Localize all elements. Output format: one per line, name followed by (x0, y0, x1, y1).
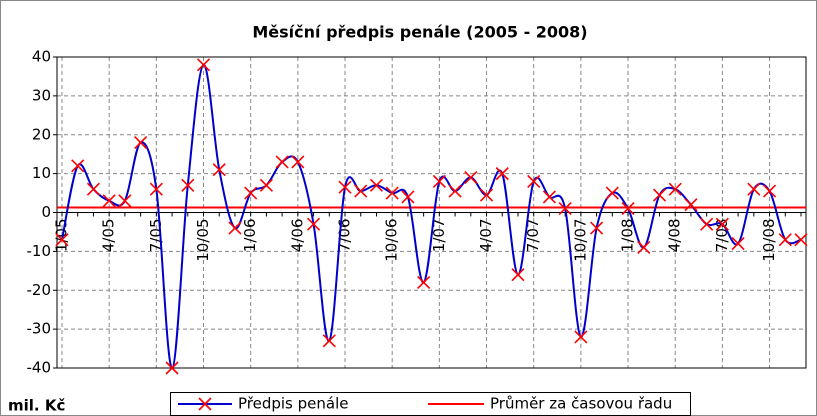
x-tick-label: 7/08 (713, 219, 731, 253)
y-tick-label: 30 (32, 86, 51, 104)
x-tick-label: 4/07 (477, 219, 495, 253)
marker (448, 184, 462, 198)
marker (196, 58, 211, 72)
y-tick-label: -20 (27, 281, 52, 299)
marker (652, 188, 667, 202)
marker (338, 180, 352, 194)
marker (700, 217, 714, 231)
marker (574, 330, 588, 344)
marker (275, 155, 289, 169)
y-tick-label: -30 (27, 320, 52, 338)
x-tick-label: 4/05 (100, 219, 118, 253)
marker (149, 182, 163, 196)
marker (259, 178, 273, 192)
marker (212, 163, 226, 177)
marker (684, 198, 698, 212)
marker (637, 240, 651, 255)
y-tick-label: 10 (32, 164, 51, 182)
marker (118, 194, 132, 208)
x-tick-label: 7/07 (524, 219, 542, 253)
legend-label: Průměr za časovou řadu (490, 395, 672, 413)
x-tick-label: 10/06 (383, 219, 401, 262)
x-tick-label: 10/07 (571, 219, 589, 262)
y-tick-label: -40 (27, 359, 52, 377)
marker (86, 182, 101, 196)
x-tick-label: 1/07 (430, 219, 448, 253)
marker (558, 202, 572, 216)
marker (590, 221, 604, 235)
marker (479, 188, 494, 202)
marker (621, 202, 635, 216)
marker (55, 233, 69, 247)
y-tick-label: 40 (32, 48, 51, 66)
marker (307, 217, 321, 231)
marker (322, 334, 336, 348)
marker (495, 167, 509, 181)
marker (762, 184, 777, 198)
marker (354, 184, 368, 198)
x-tick-label: 10/05 (194, 219, 212, 262)
marker (134, 135, 148, 150)
marker (794, 233, 808, 247)
marker (432, 174, 446, 188)
marker (228, 221, 242, 235)
y-axis-label: mil. Kč (8, 397, 65, 415)
marker (181, 178, 195, 192)
marker (464, 170, 478, 185)
marker (715, 217, 729, 231)
marker (369, 178, 384, 192)
y-tick-label: 0 (41, 203, 51, 221)
x-tick-label: 10/08 (760, 219, 778, 262)
y-tick-label: 20 (32, 125, 51, 143)
x-tick-label: 1/06 (241, 219, 259, 253)
marker (511, 268, 525, 282)
marker (417, 275, 431, 290)
marker (527, 174, 541, 188)
marker (668, 182, 682, 196)
legend-marker (198, 397, 212, 411)
y-tick-label: -10 (27, 242, 52, 260)
marker (731, 237, 745, 251)
marker (385, 186, 399, 200)
marker (71, 159, 85, 173)
marker (102, 194, 116, 208)
marker (401, 190, 415, 204)
marker (291, 155, 305, 169)
marker (165, 361, 179, 375)
x-tick-label: 1/05 (53, 219, 71, 253)
legend-label: Předpis penále (238, 395, 349, 413)
x-tick-label: 4/08 (666, 219, 684, 253)
marker (605, 186, 619, 200)
chart-title: Měsíční předpis penále (2005 - 2008) (252, 23, 587, 42)
marker (778, 233, 792, 247)
x-tick-label: 1/08 (619, 219, 637, 253)
x-tick-label: 4/06 (288, 219, 306, 253)
marker (244, 186, 258, 200)
marker (542, 190, 556, 204)
marker (747, 182, 761, 196)
